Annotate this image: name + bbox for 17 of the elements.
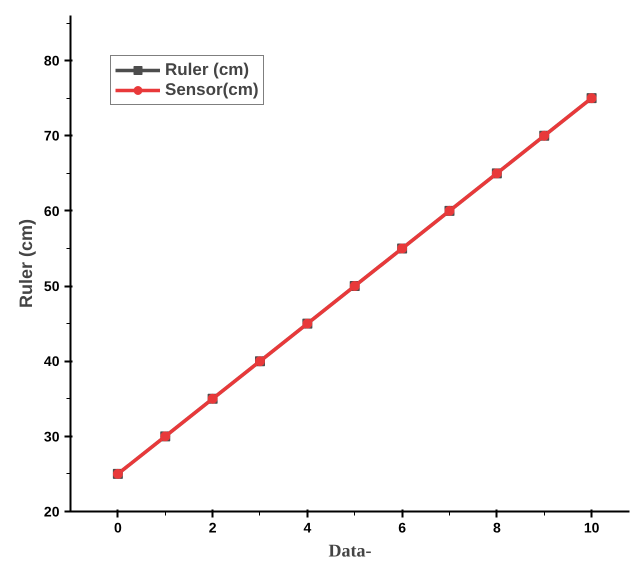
y-tick-label: 40 <box>44 353 60 370</box>
legend-label: Sensor(cm) <box>165 80 259 100</box>
legend-label: Ruler (cm) <box>165 60 250 80</box>
x-axis-title: Data- <box>328 540 372 560</box>
x-tick-label: 8 <box>492 520 501 536</box>
x-tick-label: 6 <box>398 520 406 536</box>
y-tick-label: 80 <box>44 52 60 69</box>
y-tick-label: 30 <box>44 428 60 444</box>
y-axis-title: Ruler (cm) <box>16 218 36 308</box>
y-tick-label: 60 <box>44 202 60 219</box>
x-tick-label: 0 <box>114 520 122 536</box>
x-tick-label: 2 <box>208 520 217 536</box>
y-tick-label: 20 <box>44 504 60 520</box>
x-tick-label: 10 <box>584 520 600 536</box>
y-tick-label: 50 <box>44 278 60 294</box>
y-tick-label: 70 <box>44 128 60 144</box>
x-tick-label: 4 <box>303 520 312 536</box>
